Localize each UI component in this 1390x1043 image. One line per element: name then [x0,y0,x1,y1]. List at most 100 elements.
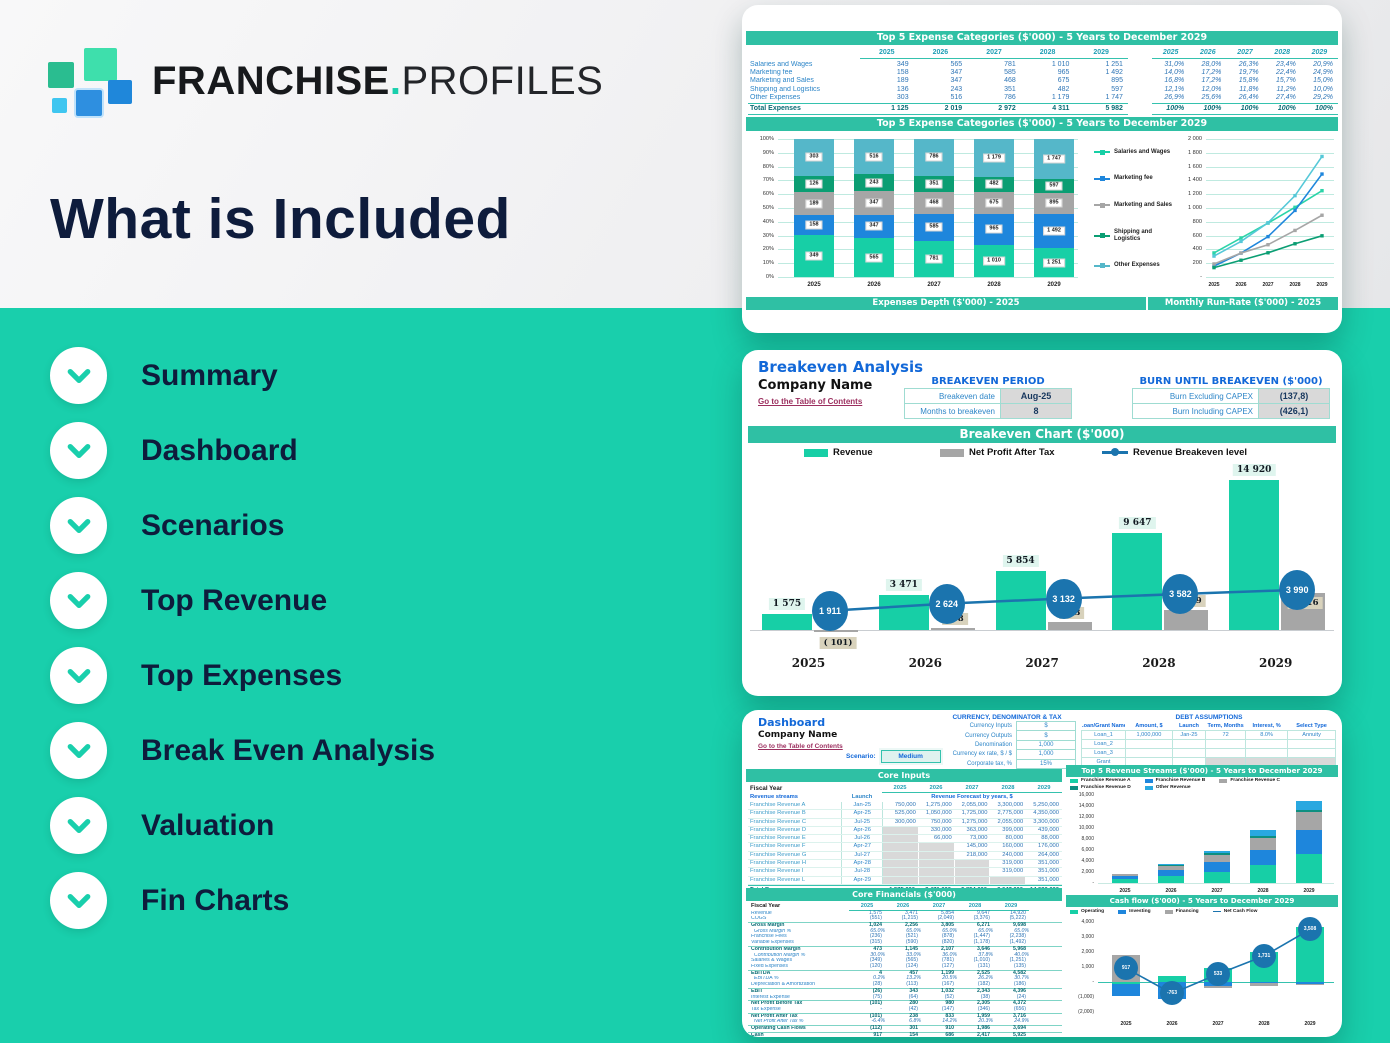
fin-value-cell: 833 [945,1012,954,1019]
stream-label: Franchise Revenue L [750,876,806,883]
legend-swatch-icon [1070,785,1078,790]
stream-value-cell[interactable]: 363,000 [966,826,988,833]
stream-label: Franchise Revenue D [750,826,807,833]
stream-value-cell[interactable]: 300,000 [894,818,916,825]
stream-value-cell[interactable] [883,876,919,884]
y-axis-tick: 100% [759,136,774,142]
stream-value-cell[interactable] [883,868,919,876]
stream-value-cell[interactable] [918,860,955,868]
stream-value-cell[interactable] [883,826,919,835]
stream-value-cell[interactable] [954,868,991,876]
stream-value-cell[interactable]: 351,000 [1038,860,1060,867]
stream-value-cell[interactable]: 439,000 [1038,826,1060,833]
expense-table-banner: Top 5 Expense Categories ($'000) - 5 Yea… [746,31,1338,45]
stream-value-cell[interactable]: 88,000 [1041,835,1060,842]
table-of-contents-link[interactable]: Go to the Table of Contents [758,397,863,406]
stream-launch-cell[interactable]: Apr-25 [841,810,884,818]
stream-value-cell[interactable]: 319,000 [1002,860,1024,867]
stream-launch-cell[interactable]: Apr-29 [841,876,884,884]
stream-value-cell[interactable] [883,843,919,851]
stream-value-cell[interactable]: 1,050,000 [925,810,952,817]
y-axis-tick: 400 [1192,246,1202,253]
stream-value-cell[interactable]: 3,300,000 [1033,818,1060,825]
stream-value-cell[interactable]: 218,000 [966,851,988,858]
brand-logo: FRANCHISE.PROFILES [48,48,603,116]
stream-value-cell[interactable]: 145,000 [966,843,988,850]
stream-value-cell[interactable]: 399,000 [1002,826,1024,833]
stream-value-cell[interactable]: 1,275,000 [925,802,952,808]
x-axis-year-label: 2027 [1025,656,1059,670]
stream-value-cell[interactable]: 1,725,000 [961,810,988,817]
fin-value-cell: 5,854 [941,909,954,916]
stream-value-cell[interactable]: 330,000 [930,826,952,833]
stream-value-cell[interactable]: 160,000 [1002,843,1024,850]
stream-label: Franchise Revenue I [750,868,804,875]
stream-launch-cell[interactable]: Jan-25 [841,802,884,810]
stream-value-cell[interactable] [883,835,919,843]
stream-value-cell[interactable]: 351,000 [1038,876,1060,883]
stream-value-cell[interactable] [918,876,955,884]
stream-value-cell[interactable]: 750,000 [894,802,916,808]
stream-value-cell[interactable]: 2,055,000 [961,802,988,808]
stream-launch-cell[interactable]: Apr-27 [841,843,884,851]
stream-value-cell[interactable] [954,876,991,884]
legend-entry-net-cash-flow: Net Cash Flow [1212,909,1257,914]
stream-value-cell[interactable] [918,851,955,860]
fin-row-ebit: EBIT (26) 343 1,032 2,343 4,396 [748,987,1062,995]
stream-value-cell[interactable]: 2,055,000 [997,818,1024,825]
total-label: Total Expenses [750,104,801,112]
legend-marker-icon [1094,233,1110,239]
legend-entry-franchise-revenue-c: Franchise Revenue C [1219,778,1280,783]
stream-value-cell[interactable] [883,860,919,868]
brand-wordmark: FRANCHISE.PROFILES [152,59,603,104]
currency-value-cell[interactable]: 15% [1016,758,1076,769]
monthly-run-rate-banner: Monthly Run-Rate ($'000) - 2025 [1148,297,1338,310]
fin-row-franchise-fees: Franchise Fees (236) (521) (878) (1,447) (2,2… [748,934,1062,940]
stream-value-cell[interactable]: 5,250,000 [1033,802,1060,808]
x-axis-label: 2025 [1119,888,1131,894]
stream-value-cell[interactable] [990,876,1027,884]
stream-value-cell[interactable]: 264,000 [1038,851,1060,858]
stream-value-cell[interactable] [883,851,919,860]
stream-value-cell[interactable] [954,860,991,868]
y-axis-tick: 2,000 [1081,949,1094,955]
stream-launch-cell[interactable]: Apr-28 [841,860,884,868]
stream-value-cell[interactable]: 240,000 [1002,851,1024,858]
chevron-down-icon [50,347,107,404]
brand-word-bold: FRANCHISE [152,58,390,103]
stream-value-cell[interactable]: 319,000 [1002,868,1024,875]
stream-value-cell[interactable]: 351,000 [1038,868,1060,875]
expense-row-marketing-fee: Marketing fee14,0%17,2%19,7%22,4%24,9% [1152,69,1338,77]
stream-value-cell[interactable]: 1,275,000 [961,818,988,825]
fin-row-contribution-margin: Contribution Margin 473 1,145 2,107 3,646 5,9… [748,945,1062,953]
stream-value-cell[interactable]: 2,775,000 [997,810,1024,817]
stream-value-cell[interactable]: 3,300,000 [997,802,1024,808]
stream-launch-cell[interactable]: Jul-27 [841,851,884,860]
stream-launch-cell[interactable]: Jul-26 [841,835,884,843]
expense-line-chart: 2 000 1 800 1 600 1 400 1 200 1 000 800 600 400 2… [1174,133,1338,293]
stream-launch-cell[interactable]: Apr-26 [841,826,884,835]
stream-value-cell[interactable] [918,868,955,876]
scenario-value-select[interactable]: Medium [880,750,941,763]
value-cell: 158 [896,69,909,77]
stream-value-cell[interactable]: 66,000 [933,835,952,842]
stream-launch-cell[interactable]: Jul-25 [841,818,884,826]
dashboard-table-of-contents-link[interactable]: Go to the Table of Contents [758,743,843,750]
expense-tables: 2025 2026 2027 2028 2029 Salaries and Wages 34… [748,47,1339,115]
stream-value-cell[interactable]: 750,000 [930,818,952,825]
stream-value-cell[interactable] [918,843,955,851]
stream-value-cell[interactable]: 176,000 [1038,843,1060,850]
stream-value-cell[interactable]: 73,000 [969,835,988,842]
year-cell: 2028 [1263,47,1301,59]
year-cell: 2027 [1226,47,1264,59]
stream-value-cell[interactable]: 80,000 [1005,835,1024,842]
y-axis-tick: 600 [1192,232,1202,239]
stream-value-cell[interactable]: 525,000 [894,810,916,817]
fin-value-cell: (135) [1013,962,1026,969]
legend-swatch-icon [1118,909,1127,914]
stream-value-cell[interactable]: 4,350,000 [1033,810,1060,817]
value-cell: 1 179 [1051,93,1070,101]
fin-value-cell: - [880,1006,882,1012]
fin-value-cell: (521) [905,933,918,940]
stream-launch-cell[interactable]: Jul-28 [841,868,884,876]
